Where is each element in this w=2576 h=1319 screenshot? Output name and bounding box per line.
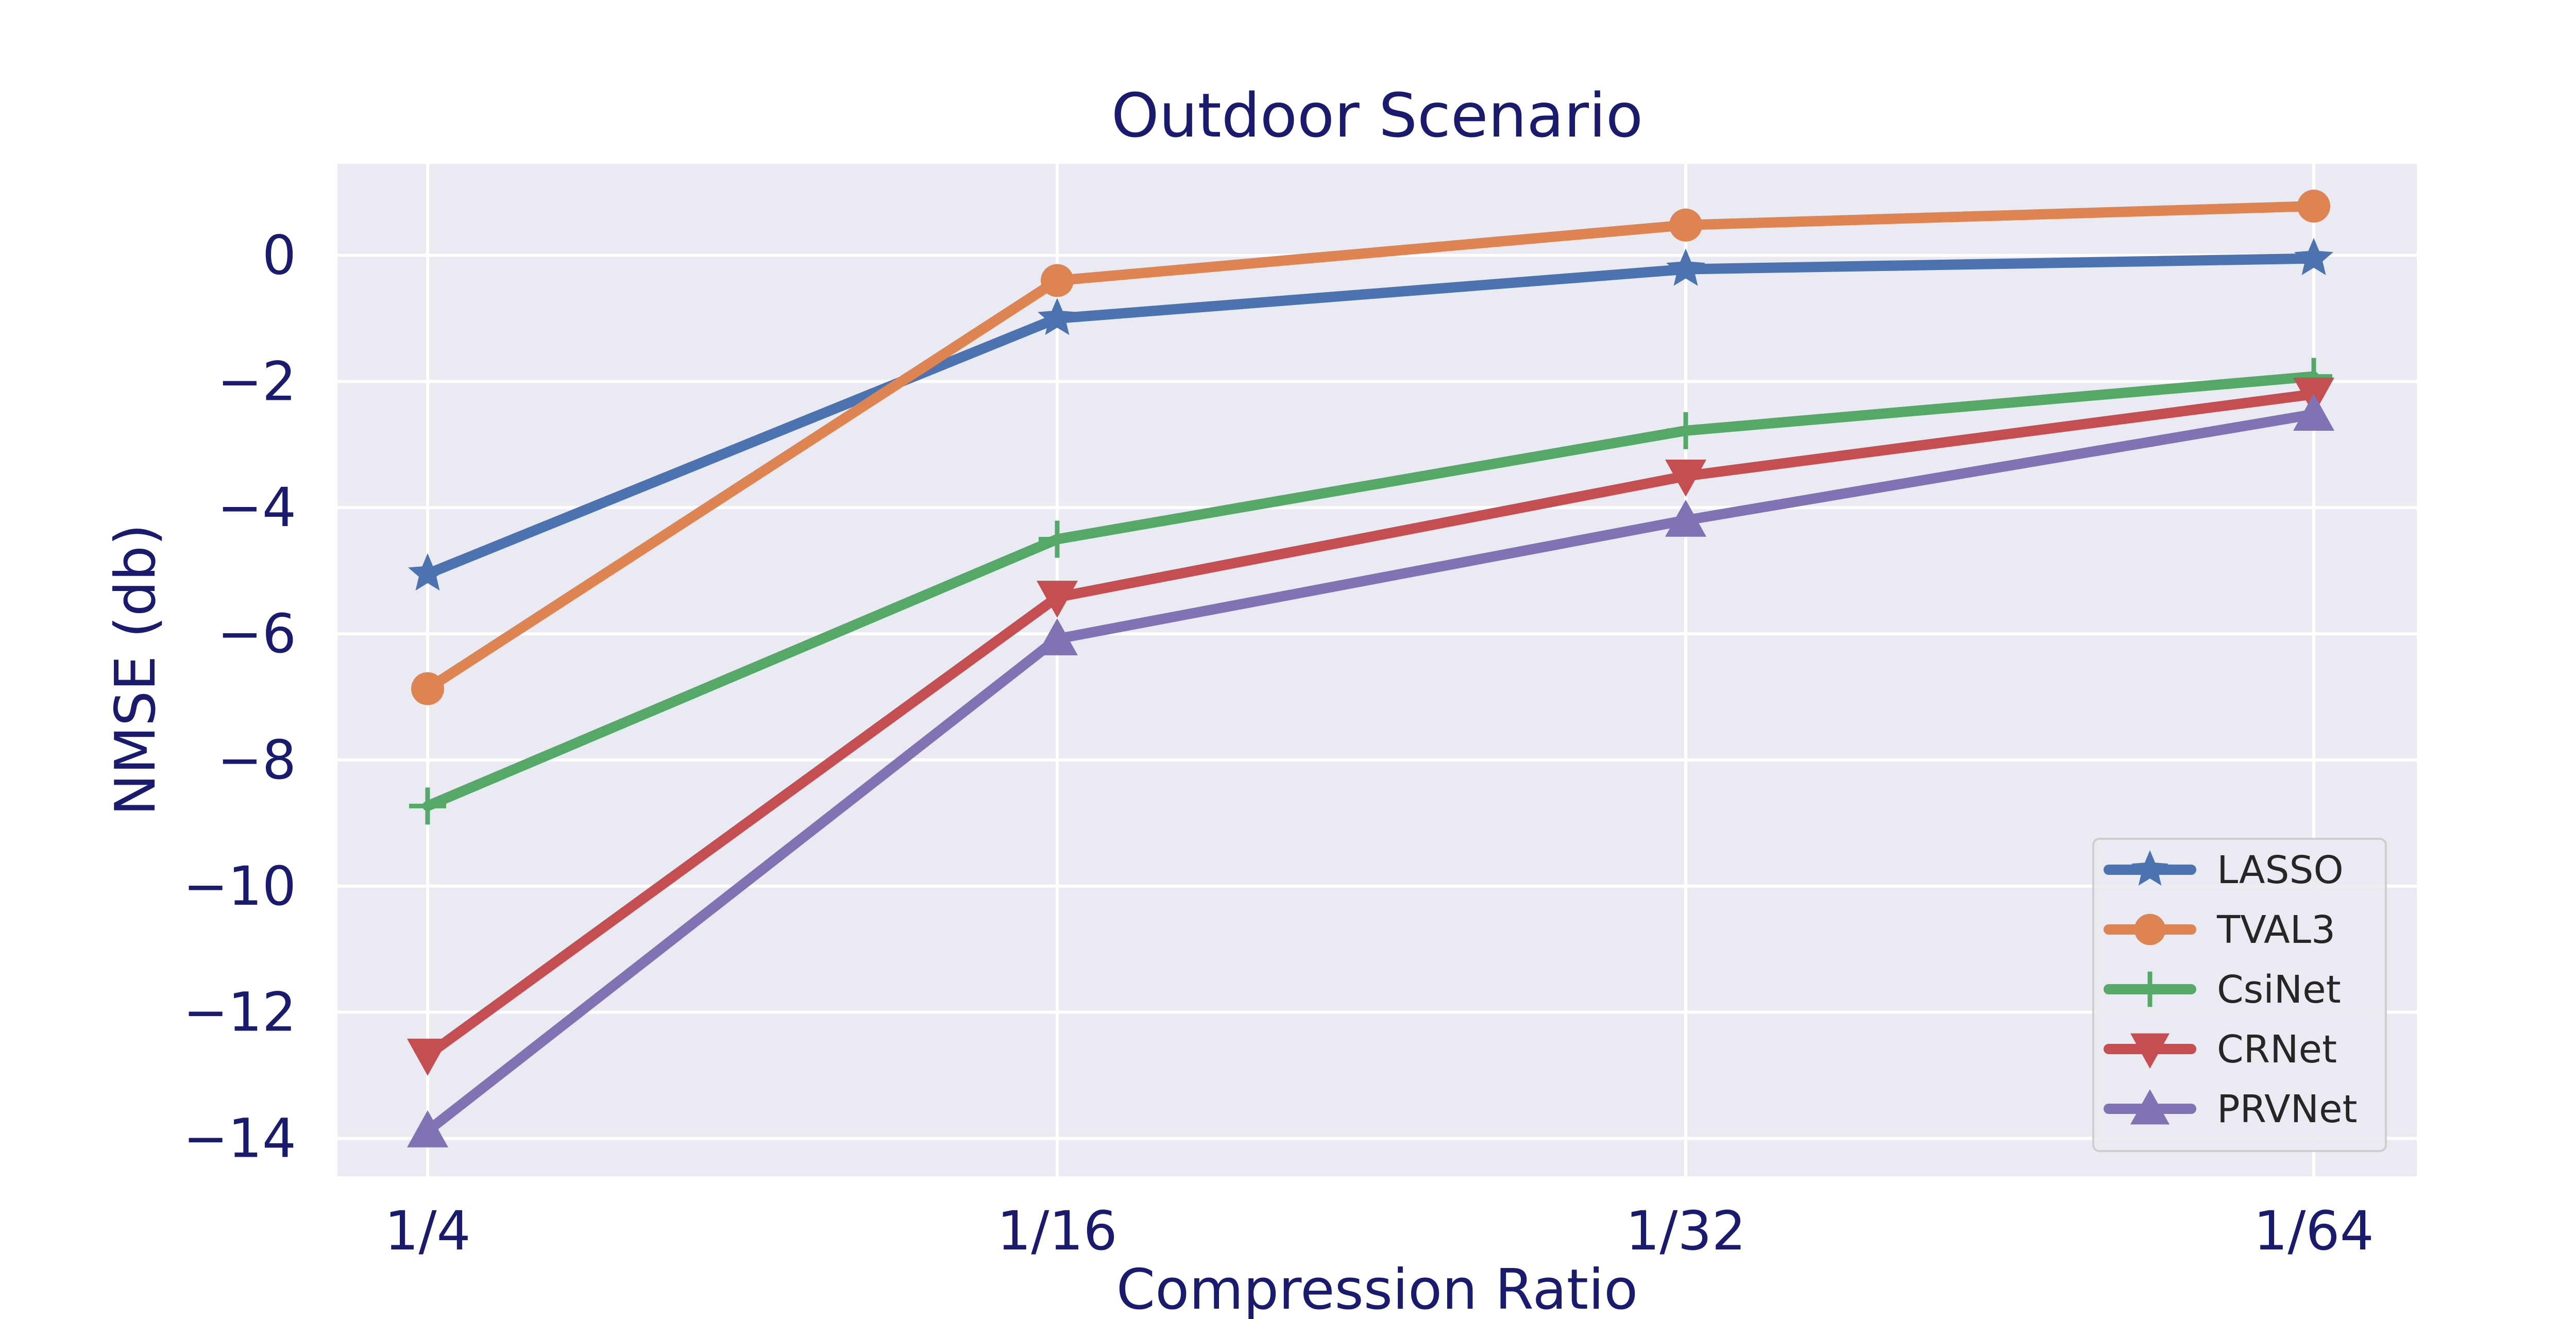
y-tick-label: −4: [217, 476, 296, 539]
legend-label-csinet: CsiNet: [2217, 968, 2341, 1012]
line-csinet: [422, 371, 2319, 811]
series-tval3: [411, 190, 2330, 705]
y-tick-label: −6: [217, 602, 296, 665]
point-tval3: [411, 672, 444, 705]
grid: [337, 164, 2417, 1176]
point-csinet: [1667, 412, 1704, 449]
legend-item-csinet: CsiNet: [2104, 968, 2341, 1012]
y-tick-label: −10: [183, 855, 296, 918]
x-tick-label: 1/4: [384, 1199, 470, 1262]
y-tick-label: −12: [183, 981, 296, 1044]
chart-title: Outdoor Scenario: [1111, 80, 1643, 151]
legend-label-lasso: LASSO: [2217, 848, 2344, 892]
point-prvnet: [1665, 499, 1706, 537]
point-csinet: [1039, 520, 1076, 558]
x-axis-label: Compression Ratio: [1116, 1258, 1638, 1319]
legend-item-prvnet: PRVNet: [2104, 1087, 2358, 1131]
line-crnet: [422, 388, 2319, 1060]
legend-label-tval3: TVAL3: [2216, 908, 2335, 952]
point-crnet: [1665, 460, 1706, 497]
point-prvnet: [1037, 618, 1078, 655]
legend-label-crnet: CRNet: [2217, 1027, 2337, 1072]
legend-marker-csinet: [2132, 971, 2168, 1007]
y-tick-label: −2: [217, 350, 296, 413]
point-lasso: [1666, 248, 1705, 286]
legend-marker-prvnet: [2130, 1089, 2170, 1125]
line-tval3: [422, 201, 2319, 694]
y-tick-label: −8: [217, 729, 296, 791]
x-tick-label: 1/64: [2253, 1199, 2374, 1262]
point-crnet: [407, 1038, 448, 1076]
point-tval3: [1669, 208, 1702, 242]
tick-labels: 0 −2 −4 −6 −8 −10 −12 −14 1/4 1/16 1/32 1/64: [183, 224, 2374, 1262]
line-prvnet: [422, 409, 2319, 1136]
legend-item-crnet: CRNet: [2104, 1027, 2337, 1072]
legend-item-tval3: TVAL3: [2104, 908, 2335, 952]
y-axis-label: NMSE (db): [104, 524, 168, 816]
line-lasso: [422, 253, 2319, 579]
x-tick-label: 1/32: [1625, 1199, 1746, 1262]
legend-marker-crnet: [2130, 1033, 2170, 1069]
legend-label-prvnet: PRVNet: [2217, 1087, 2358, 1131]
point-tval3: [2297, 190, 2330, 223]
series-lasso: [408, 238, 2333, 591]
point-tval3: [1041, 264, 1074, 297]
point-lasso: [1038, 298, 1077, 335]
point-crnet: [1037, 581, 1078, 618]
point-prvnet: [407, 1110, 448, 1147]
plot-background: [337, 164, 2417, 1176]
series-prvnet: [407, 394, 2334, 1147]
legend-marker-tval3: [2134, 914, 2166, 945]
series-lines: [407, 190, 2334, 1147]
legend-marker-lasso: [2131, 850, 2169, 886]
point-lasso: [408, 553, 447, 591]
legend-item-lasso: LASSO: [2104, 848, 2344, 892]
y-tick-label: −14: [183, 1107, 296, 1170]
x-tick-label: 1/16: [997, 1199, 1117, 1262]
y-tick-label: 0: [262, 224, 296, 287]
point-lasso: [2294, 238, 2333, 275]
point-csinet: [409, 787, 446, 825]
legend-box: [2092, 838, 2387, 1152]
point-prvnet: [2293, 394, 2334, 431]
legend: LASSO TVAL3 CsiNet CRNet PRVNet: [2092, 838, 2387, 1152]
